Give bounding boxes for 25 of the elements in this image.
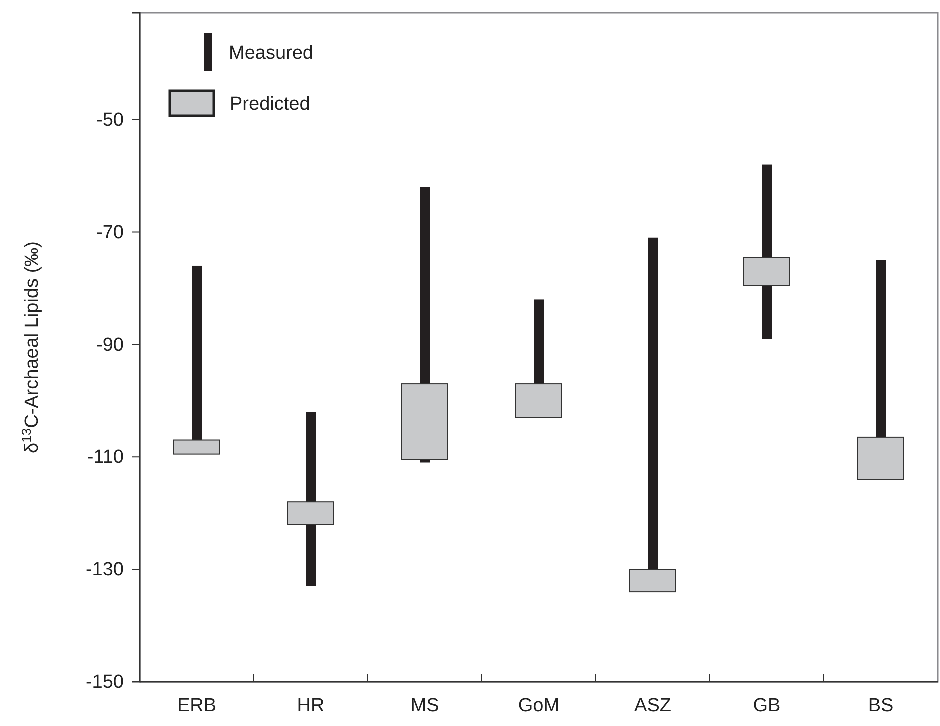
bar: [174, 440, 220, 455]
x-tick-label: ERB: [177, 695, 217, 716]
bar: [288, 502, 334, 526]
bar: [534, 300, 544, 384]
legend-label: Predicted: [230, 94, 310, 115]
bar: [744, 257, 790, 286]
x-tick-label: ASZ: [634, 695, 672, 716]
bar: [402, 384, 448, 460]
x-tick-label: BS: [868, 695, 894, 716]
bar: [648, 238, 658, 570]
bar: [192, 266, 202, 440]
x-tick-label: GB: [753, 695, 781, 716]
y-tick-label: -90: [96, 334, 124, 356]
x-tick-label: GoM: [518, 695, 560, 716]
y-tick-label: -110: [87, 447, 124, 468]
bar: [858, 436, 904, 480]
legend-label: Measured: [229, 43, 314, 64]
x-tick-label: HR: [297, 695, 325, 716]
x-tick-label: MS: [410, 695, 440, 716]
y-tick-label: -50: [96, 110, 124, 131]
y-tick-label: -70: [96, 222, 124, 244]
y-tick-label: -130: [86, 560, 124, 581]
bar: [630, 569, 676, 593]
y-tick-label: -150: [86, 672, 124, 694]
bar: [516, 384, 562, 418]
